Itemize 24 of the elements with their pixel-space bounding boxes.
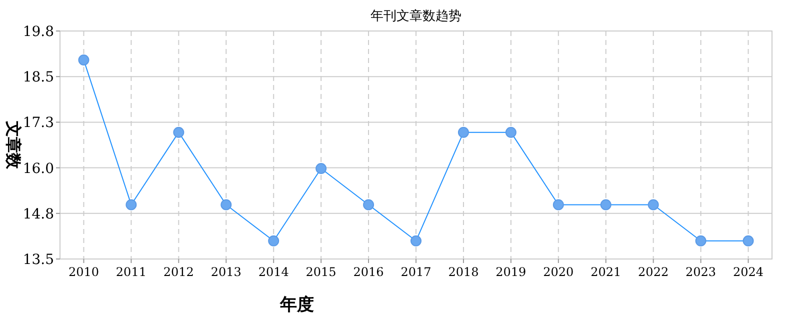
x-tick-label: 2016: [353, 265, 384, 279]
x-tick-label: 2015: [306, 265, 336, 279]
x-tick-label: 2017: [400, 265, 432, 279]
y-tick-label: 13.5: [22, 252, 54, 268]
x-tick-label: 2022: [638, 265, 669, 279]
chart-title: 年刊文章数趋势: [370, 9, 462, 24]
y-tick-label: 18.5: [22, 70, 54, 86]
y-tick-label: 16.0: [22, 160, 54, 177]
x-tick-label: 2014: [258, 265, 290, 279]
x-tick-label: 2013: [210, 265, 242, 279]
x-tick-label: 2010: [68, 265, 100, 279]
x-tick-label: 2018: [448, 265, 479, 279]
x-tick-label: 2024: [732, 265, 764, 279]
x-tick-label: 2012: [163, 265, 194, 279]
x-tick-label: 2020: [543, 265, 574, 279]
x-tick-label: 2011: [116, 265, 146, 279]
x-tick-label: 2021: [590, 265, 622, 279]
y-tick-label: 17.3: [22, 115, 54, 132]
y-axis-title: 文章数: [4, 120, 23, 170]
x-tick-label: 2023: [686, 265, 716, 279]
y-tick-label: 14.8: [22, 206, 54, 222]
x-tick-label: 2019: [496, 265, 526, 279]
x-axis-title: 年度: [279, 295, 314, 315]
y-tick-label: 19.8: [22, 24, 54, 40]
